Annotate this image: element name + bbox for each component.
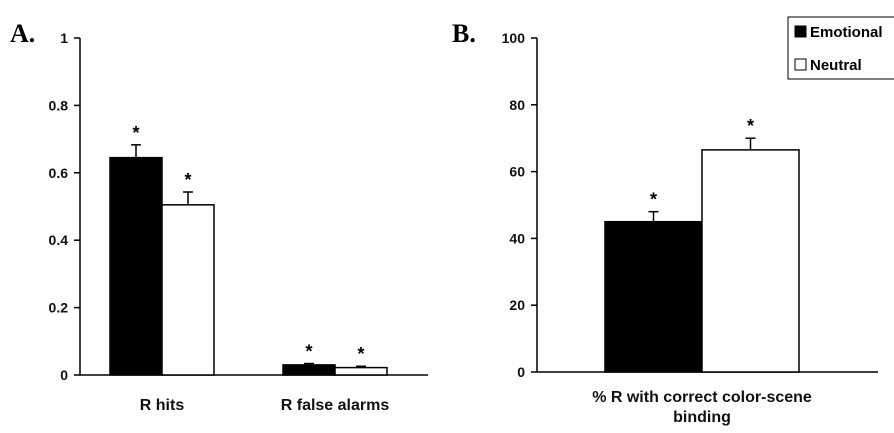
panel-a: A. 0 0.2 0.4 0.6 0.8 1 * * R hits * * R false alarm…: [10, 19, 428, 414]
panel-b: B. 0 20 40 60 80 100 * * % R with correct color-…: [452, 19, 878, 426]
legend-swatch-neutral: [794, 58, 807, 71]
y-tick-label-b: 40: [509, 230, 525, 246]
y-tick-label-b: 0: [517, 364, 525, 380]
significance-star-a: *: [132, 123, 139, 143]
significance-star-a: *: [184, 170, 191, 190]
panel-b-label: B.: [452, 19, 476, 48]
y-tick-label-b: 80: [509, 97, 525, 113]
y-tick-label-a: 0.2: [49, 300, 69, 316]
y-tick-label-b: 100: [502, 30, 526, 46]
significance-star-b: *: [650, 190, 657, 210]
significance-star-a: *: [357, 344, 364, 364]
legend: Emotional Neutral: [787, 16, 894, 80]
bar-a-neutral: [334, 366, 388, 376]
bar-b-neutral: [701, 149, 800, 373]
bar-a-emotional: [109, 156, 163, 376]
y-tick-label-b: 60: [509, 164, 525, 180]
bar-a-neutral: [161, 204, 215, 376]
bar-b-emotional: [604, 220, 703, 373]
bar-a-emotional: [282, 364, 336, 376]
category-label-a: R hits: [140, 397, 185, 414]
legend-label-emotional: Emotional: [810, 24, 883, 41]
y-tick-label-b: 20: [509, 297, 525, 313]
significance-star-a: *: [305, 342, 312, 362]
y-tick-label-a: 0: [60, 367, 68, 383]
panel-a-label: A.: [10, 19, 35, 48]
legend-label-neutral: Neutral: [810, 57, 862, 74]
legend-swatch-emotional: [794, 25, 807, 38]
y-tick-label-a: 0.8: [49, 97, 69, 113]
y-tick-label-a: 0.6: [49, 165, 69, 181]
category-label-b: % R with correct color-scene: [592, 389, 812, 406]
category-label-b: binding: [673, 409, 731, 426]
significance-star-b: *: [747, 116, 754, 136]
y-tick-label-a: 1: [60, 30, 68, 46]
category-label-a: R false alarms: [281, 397, 390, 414]
y-tick-label-a: 0.4: [49, 232, 69, 248]
